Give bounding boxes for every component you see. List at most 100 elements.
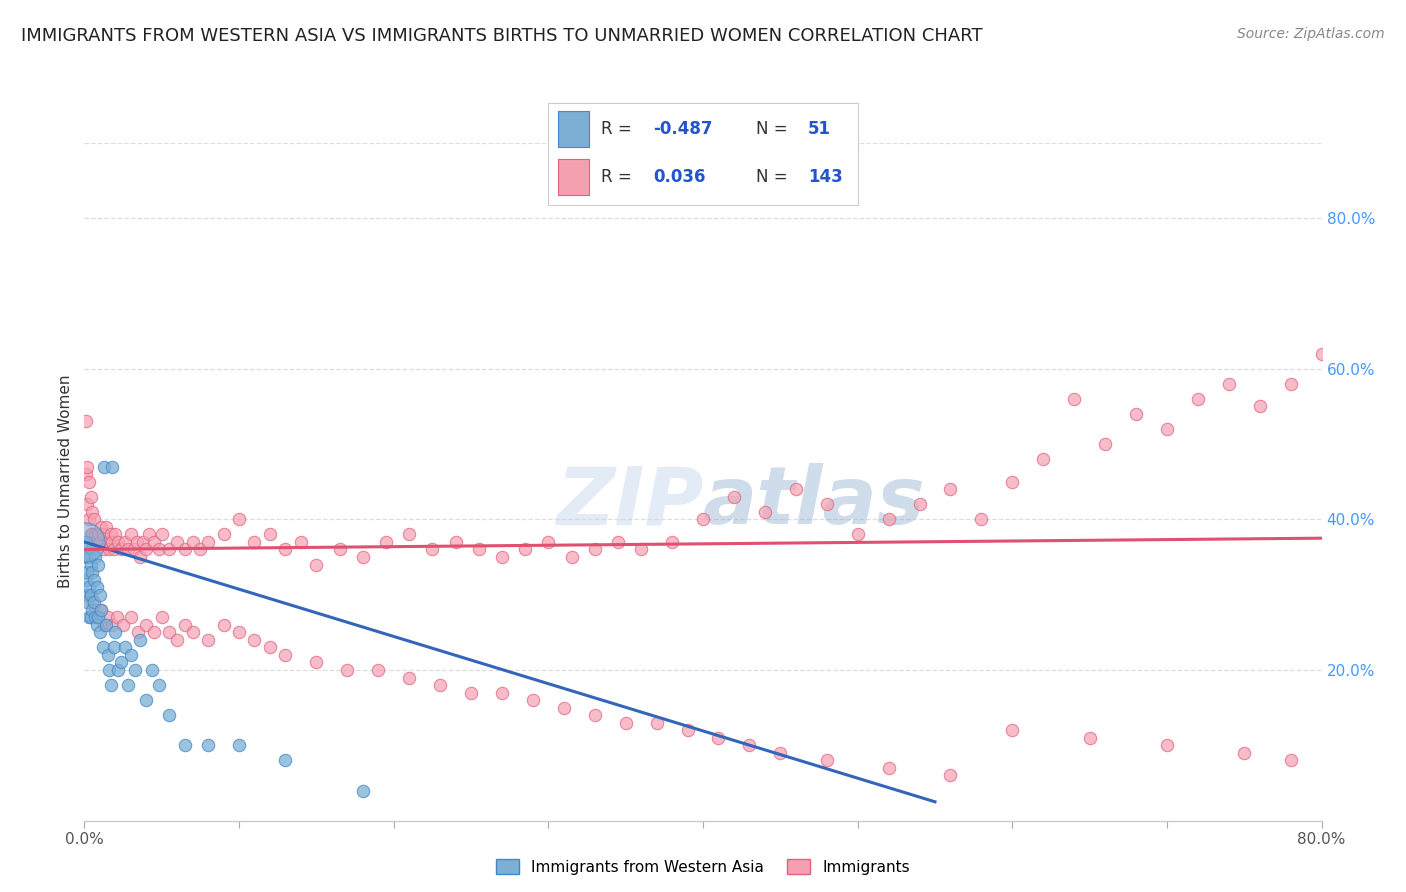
Point xyxy=(124,663,146,677)
Point xyxy=(117,542,139,557)
Point xyxy=(101,617,124,632)
Point xyxy=(103,640,125,655)
Point xyxy=(112,617,135,632)
Point xyxy=(97,648,120,662)
Point xyxy=(148,678,170,692)
Point xyxy=(77,549,100,564)
Point xyxy=(76,588,98,602)
Point xyxy=(181,535,204,549)
Point xyxy=(1001,475,1024,489)
Point xyxy=(117,678,139,692)
Point xyxy=(132,535,155,549)
Point xyxy=(76,595,98,609)
Point xyxy=(82,603,104,617)
Point xyxy=(228,625,250,640)
Text: Source: ZipAtlas.com: Source: ZipAtlas.com xyxy=(1237,27,1385,41)
Text: N =: N = xyxy=(755,120,793,137)
Point xyxy=(150,527,173,541)
Point xyxy=(82,505,104,519)
Point xyxy=(1279,753,1302,767)
Point xyxy=(174,739,197,753)
Point xyxy=(243,535,266,549)
Point xyxy=(815,497,838,511)
Point xyxy=(939,768,962,782)
Point xyxy=(128,625,150,640)
Point xyxy=(135,542,157,557)
Point xyxy=(77,588,100,602)
Point xyxy=(1279,376,1302,391)
Point xyxy=(87,558,110,572)
Text: R =: R = xyxy=(600,120,637,137)
Point xyxy=(90,603,112,617)
Point xyxy=(83,512,105,526)
Point xyxy=(148,542,170,557)
Point xyxy=(93,459,115,474)
Point xyxy=(491,549,513,564)
Point xyxy=(91,640,114,655)
Point xyxy=(104,527,127,541)
Point xyxy=(228,512,250,526)
Point xyxy=(970,512,993,526)
Point xyxy=(83,573,105,587)
Point xyxy=(243,632,266,647)
Point xyxy=(101,459,124,474)
Point xyxy=(82,565,104,579)
Point xyxy=(259,640,281,655)
Point xyxy=(1187,392,1209,406)
Point xyxy=(86,617,108,632)
Point xyxy=(89,588,111,602)
Point xyxy=(522,693,544,707)
Text: 51: 51 xyxy=(808,120,831,137)
Point xyxy=(274,542,297,557)
Point xyxy=(107,663,129,677)
Text: 143: 143 xyxy=(808,168,844,186)
Point xyxy=(120,610,142,624)
Point xyxy=(630,542,652,557)
Point xyxy=(212,617,235,632)
Text: N =: N = xyxy=(755,168,793,186)
Point xyxy=(98,663,121,677)
Point xyxy=(159,708,181,723)
Point xyxy=(444,535,467,549)
Text: atlas: atlas xyxy=(703,463,925,541)
Point xyxy=(468,542,491,557)
Point xyxy=(82,527,104,541)
Point xyxy=(375,535,398,549)
Point xyxy=(79,610,101,624)
Point xyxy=(1310,346,1333,360)
Point xyxy=(515,542,537,557)
Point xyxy=(89,535,111,549)
Point xyxy=(75,414,97,428)
Point xyxy=(93,542,115,557)
Point xyxy=(188,542,212,557)
Point xyxy=(290,535,312,549)
Point xyxy=(1249,400,1271,414)
Point xyxy=(607,535,630,549)
Point xyxy=(83,595,105,609)
Point xyxy=(98,542,121,557)
Point xyxy=(79,527,101,541)
Point xyxy=(129,632,152,647)
Point xyxy=(561,549,583,564)
Point xyxy=(143,625,166,640)
Point xyxy=(174,542,197,557)
Point xyxy=(77,475,100,489)
Point xyxy=(174,617,197,632)
Point xyxy=(84,549,107,564)
Point xyxy=(1032,452,1054,467)
Point xyxy=(87,610,110,624)
Point xyxy=(86,580,108,594)
Point xyxy=(120,527,142,541)
Point xyxy=(305,558,328,572)
Point xyxy=(105,610,128,624)
Point xyxy=(110,656,132,670)
Point xyxy=(82,542,104,557)
Point xyxy=(1094,437,1116,451)
Point xyxy=(676,723,699,738)
Legend: Immigrants from Western Asia, Immigrants: Immigrants from Western Asia, Immigrants xyxy=(491,853,915,880)
Point xyxy=(83,535,105,549)
Point xyxy=(398,527,420,541)
Point xyxy=(939,482,962,496)
Point xyxy=(97,535,120,549)
Point xyxy=(79,490,101,504)
